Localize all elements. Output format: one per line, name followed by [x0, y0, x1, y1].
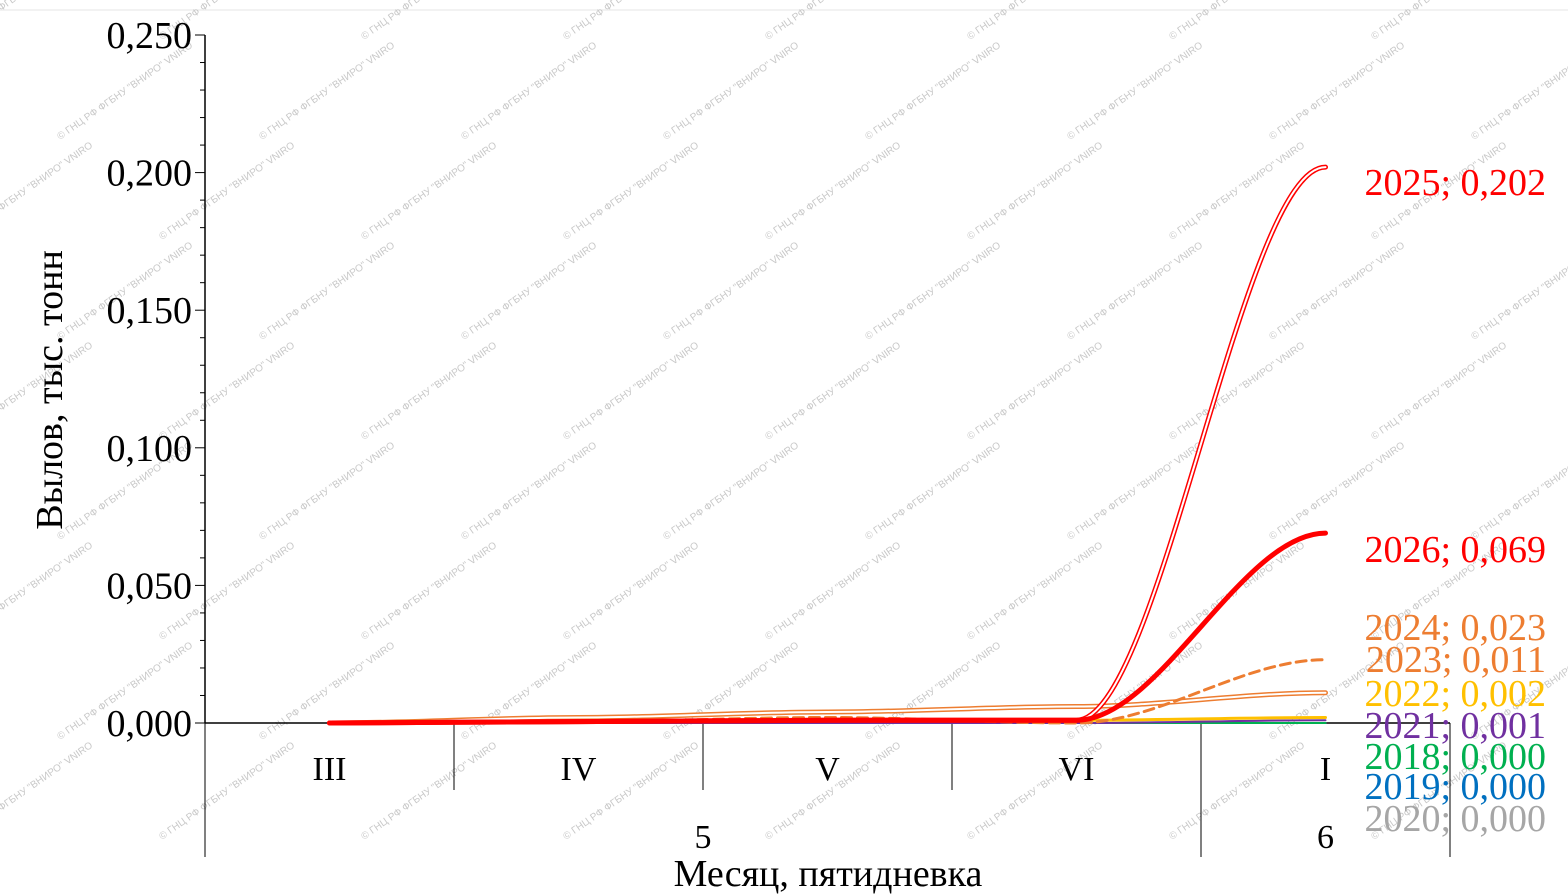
y-tick-label: 0,250	[107, 15, 193, 57]
series-2026	[327, 530, 1328, 726]
series-2026-line	[327, 530, 1328, 726]
end-label-2018: 2018; 0,000	[1364, 736, 1546, 778]
x-category-label: III	[313, 751, 347, 788]
end-label-2026: 2026; 0,069	[1364, 529, 1546, 571]
y-tick-label: 0,050	[107, 565, 193, 607]
end-label-2024: 2024; 0,023	[1364, 607, 1546, 649]
x-month-group-label: 5	[695, 819, 712, 856]
series-layer	[327, 164, 1328, 726]
y-tick-label: 0,150	[107, 290, 193, 332]
y-tick-label: 0,000	[107, 703, 193, 745]
end-label-2019: 2019; 0,000	[1364, 766, 1546, 808]
y-axis-title: Вылов, тыс. тонн	[29, 250, 71, 530]
axes: 0,000 0,050 0,100 0,150 0,200 0,250 III IV V VI I 5…	[107, 15, 1451, 857]
x-category-label: IV	[561, 751, 597, 788]
end-label-2021: 2021; 0,001	[1364, 705, 1546, 747]
series-2023	[327, 690, 1328, 726]
x-category-label: I	[1320, 751, 1331, 788]
x-category-label: V	[815, 751, 840, 788]
x-axis-title: Месяц, пятидневка	[674, 853, 983, 895]
end-label-2022: 2022; 0,002	[1364, 673, 1546, 715]
x-month-group-label: 6	[1317, 819, 1334, 856]
end-label-2020: 2020; 0,000	[1364, 798, 1546, 840]
series-2024-line	[328, 658, 1327, 725]
y-tick-label: 0,100	[107, 428, 193, 470]
x-category-label: VI	[1059, 751, 1095, 788]
y-tick-label: 0,200	[107, 153, 193, 195]
end-label-2025: 2025; 0,202	[1364, 162, 1546, 204]
series-2024	[328, 658, 1327, 725]
end-label-2023: 2023; 0,011	[1366, 639, 1546, 681]
series-2023-core	[328, 691, 1327, 724]
